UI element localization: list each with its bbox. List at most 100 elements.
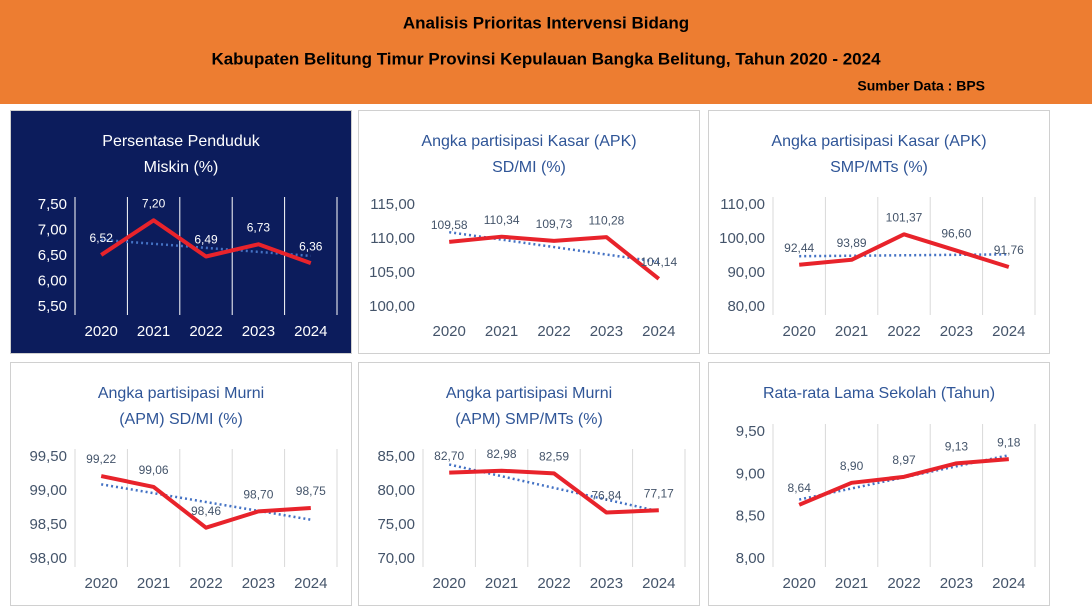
data-label: 82,59 xyxy=(539,450,569,464)
x-tick-label: 2023 xyxy=(242,323,275,340)
data-label: 82,98 xyxy=(487,447,517,461)
data-label: 98,70 xyxy=(243,488,273,502)
panel xyxy=(358,362,700,606)
y-tick-label: 8,00 xyxy=(736,550,765,567)
x-tick-label: 2022 xyxy=(189,575,222,592)
data-label: 76,84 xyxy=(591,489,621,503)
data-label: 9,18 xyxy=(997,435,1021,449)
x-tick-label: 2022 xyxy=(537,323,570,340)
y-tick-label: 6,50 xyxy=(38,247,67,264)
data-label: 109,73 xyxy=(536,217,573,231)
data-label: 99,06 xyxy=(139,463,169,477)
data-label: 8,97 xyxy=(892,453,916,467)
x-tick-label: 2024 xyxy=(992,323,1025,340)
data-label: 7,20 xyxy=(142,196,166,210)
x-tick-label: 2022 xyxy=(537,575,570,592)
y-tick-label: 115,00 xyxy=(370,196,415,213)
data-label: 93,89 xyxy=(837,236,867,250)
x-tick-label: 2021 xyxy=(835,575,868,592)
x-tick-label: 2020 xyxy=(433,323,466,340)
data-label: 82,70 xyxy=(434,449,464,463)
trend-line xyxy=(100,483,312,521)
data-line xyxy=(449,468,659,515)
x-tick-label: 2023 xyxy=(940,323,973,340)
chart-title: SD/MI (%) xyxy=(492,159,566,176)
x-tick-label: 2021 xyxy=(485,575,518,592)
chart-title: Rata-rata Lama Sekolah (Tahun) xyxy=(763,385,995,402)
x-tick-label: 2020 xyxy=(783,575,816,592)
chart-title: Angka partisipasi Murni xyxy=(98,385,264,402)
y-tick-label: 80,00 xyxy=(727,298,765,315)
data-label: 109,58 xyxy=(431,218,468,232)
y-tick-label: 105,00 xyxy=(369,264,415,281)
chart-title: (APM) SMP/MTs (%) xyxy=(455,411,603,428)
header-subtitle: Kabupaten Belitung Timur Provinsi Kepula… xyxy=(211,49,881,68)
y-tick-label: 70,00 xyxy=(377,550,415,567)
y-tick-label: 100,00 xyxy=(719,230,765,247)
chart-title: SMP/MTs (%) xyxy=(830,159,928,176)
data-line xyxy=(798,457,1009,507)
x-tick-label: 2024 xyxy=(294,575,327,592)
data-line xyxy=(100,474,311,530)
x-tick-label: 2023 xyxy=(590,575,623,592)
y-tick-label: 7,50 xyxy=(38,196,67,213)
panel xyxy=(708,362,1050,606)
y-tick-label: 7,00 xyxy=(38,221,67,238)
data-label: 101,37 xyxy=(886,211,923,225)
data-label: 96,60 xyxy=(941,227,971,241)
x-tick-label: 2024 xyxy=(992,575,1025,592)
y-tick-label: 85,00 xyxy=(377,448,415,465)
x-tick-label: 2020 xyxy=(85,323,118,340)
y-tick-label: 110,00 xyxy=(720,196,765,213)
panel xyxy=(358,110,700,354)
header-band xyxy=(0,0,1092,104)
y-tick-label: 9,00 xyxy=(736,465,765,482)
x-tick-label: 2021 xyxy=(485,323,518,340)
x-tick-label: 2023 xyxy=(590,323,623,340)
chart-title: (APM) SD/MI (%) xyxy=(119,411,243,428)
data-label: 77,17 xyxy=(644,486,674,500)
y-tick-label: 8,50 xyxy=(736,508,765,525)
chart-title: Angka partisipasi Kasar (APK) xyxy=(421,133,636,150)
x-tick-label: 2024 xyxy=(642,575,675,592)
chart-title: Angka partisipasi Murni xyxy=(446,385,612,402)
x-tick-label: 2024 xyxy=(642,323,675,340)
y-tick-label: 80,00 xyxy=(377,482,415,499)
x-tick-label: 2020 xyxy=(85,575,118,592)
data-label: 6,49 xyxy=(194,233,218,247)
chart-title: Angka partisipasi Kasar (APK) xyxy=(771,133,986,150)
x-tick-label: 2021 xyxy=(835,323,868,340)
data-label: 98,46 xyxy=(191,504,221,518)
y-tick-label: 99,00 xyxy=(29,482,67,499)
header-source: Sumber Data : BPS xyxy=(857,78,985,94)
y-tick-label: 75,00 xyxy=(377,516,415,533)
y-tick-label: 5,50 xyxy=(38,298,67,315)
x-tick-label: 2023 xyxy=(242,575,275,592)
x-tick-label: 2020 xyxy=(433,575,466,592)
x-tick-label: 2024 xyxy=(294,323,327,340)
y-tick-label: 9,50 xyxy=(736,423,765,440)
y-tick-label: 110,00 xyxy=(370,230,415,247)
trend-line xyxy=(101,238,311,258)
y-tick-label: 6,00 xyxy=(38,272,67,289)
data-line xyxy=(100,218,312,266)
x-tick-label: 2022 xyxy=(887,323,920,340)
x-tick-label: 2021 xyxy=(137,575,170,592)
data-label: 110,34 xyxy=(484,213,520,227)
data-label: 92,44 xyxy=(784,241,814,255)
x-tick-label: 2022 xyxy=(189,323,222,340)
data-label: 110,28 xyxy=(588,213,624,227)
y-tick-label: 90,00 xyxy=(727,264,765,281)
chart-title: Miskin (%) xyxy=(144,159,219,176)
x-tick-label: 2023 xyxy=(940,575,973,592)
data-line xyxy=(449,234,661,281)
y-tick-label: 98,00 xyxy=(29,550,67,567)
data-label: 91,76 xyxy=(994,243,1024,257)
y-tick-label: 99,50 xyxy=(29,448,67,465)
panel xyxy=(10,110,352,354)
data-label: 6,73 xyxy=(247,220,271,234)
header-title: Analisis Prioritas Intervensi Bidang xyxy=(403,13,689,32)
data-label: 6,52 xyxy=(90,231,114,245)
y-tick-label: 100,00 xyxy=(369,298,415,315)
